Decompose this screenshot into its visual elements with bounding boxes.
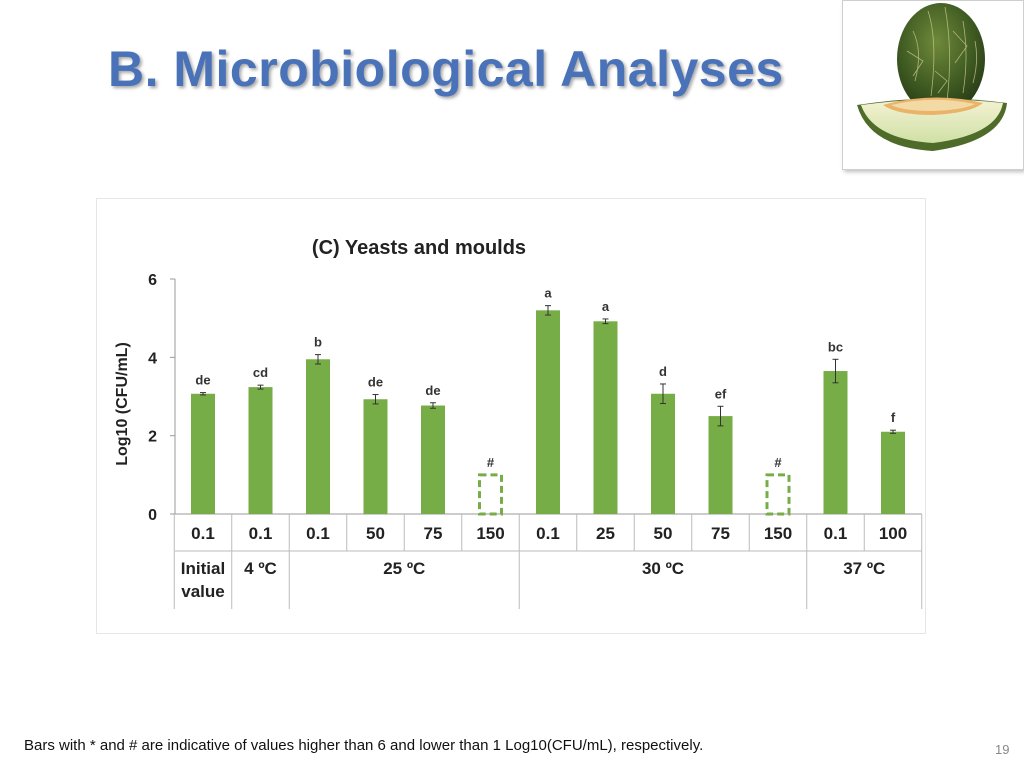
melon-illustration (857, 3, 1007, 151)
significance-letter: f (891, 410, 896, 425)
category-label: 150 (764, 524, 792, 543)
plot-area: 0 2 4 6 de cd b de de # a a d ef # bc f 0.1 0.1 0.1 50 75 150 0… (148, 272, 923, 609)
bar (881, 431, 905, 514)
bar (248, 387, 273, 514)
bar-chart: (C) Yeasts and moulds Log10 (CFU/mL) 0 2 4… (114, 237, 923, 609)
category-label: 150 (476, 524, 504, 543)
bar (306, 359, 330, 514)
category-label: 75 (711, 524, 730, 543)
group-label: 4 ºC (244, 559, 277, 578)
y-axis-label: Log10 (CFU/mL) (114, 342, 131, 466)
y-tick-label: 0 (148, 507, 157, 524)
bar (536, 310, 560, 514)
category-label: 50 (366, 524, 385, 543)
significance-letter: cd (253, 365, 268, 380)
group-label: 30 ºC (642, 559, 684, 578)
significance-letter: # (487, 455, 495, 470)
significance-letter: # (774, 455, 782, 470)
category-label: 0.1 (306, 524, 330, 543)
significance-letter: de (195, 373, 210, 388)
significance-letter: d (659, 364, 667, 379)
significance-letter: bc (828, 339, 843, 354)
group-label: 37 ºC (843, 559, 885, 578)
melon-image (842, 0, 1024, 170)
category-label: 0.1 (536, 524, 560, 543)
bar (708, 416, 733, 514)
chart-title: (C) Yeasts and moulds (312, 237, 526, 259)
category-label: 100 (879, 524, 907, 543)
bar-below-detection (765, 473, 791, 516)
y-tick-label: 4 (148, 350, 157, 367)
bar (421, 405, 445, 514)
footnote: Bars with * and # are indicative of valu… (24, 737, 704, 754)
bar (191, 393, 215, 514)
significance-letter: ef (715, 386, 727, 401)
group-label: value (181, 582, 224, 601)
bar (651, 393, 675, 514)
slide-title: B. Microbiological Analyses (108, 41, 784, 97)
bar (363, 399, 388, 514)
y-tick-label: 6 (148, 272, 157, 289)
significance-letter: de (368, 375, 383, 390)
page-number: 19 (995, 742, 1010, 757)
category-label: 0.1 (249, 524, 273, 543)
group-label: Initial (181, 559, 225, 578)
category-label: 75 (424, 524, 443, 543)
significance-letter: a (602, 299, 610, 314)
group-label: 25 ºC (383, 559, 425, 578)
significance-letter: de (425, 383, 440, 398)
significance-letter: a (544, 286, 552, 301)
category-label: 0.1 (824, 524, 848, 543)
significance-letter: b (314, 335, 322, 350)
category-label: 25 (596, 524, 615, 543)
y-tick-label: 2 (148, 429, 157, 446)
category-label: 0.1 (191, 524, 215, 543)
bar (593, 321, 618, 514)
category-label: 50 (654, 524, 673, 543)
chart-panel: (C) Yeasts and moulds Log10 (CFU/mL) 0 2 4… (96, 198, 926, 634)
bar-below-detection (478, 473, 503, 516)
bar (823, 371, 848, 514)
